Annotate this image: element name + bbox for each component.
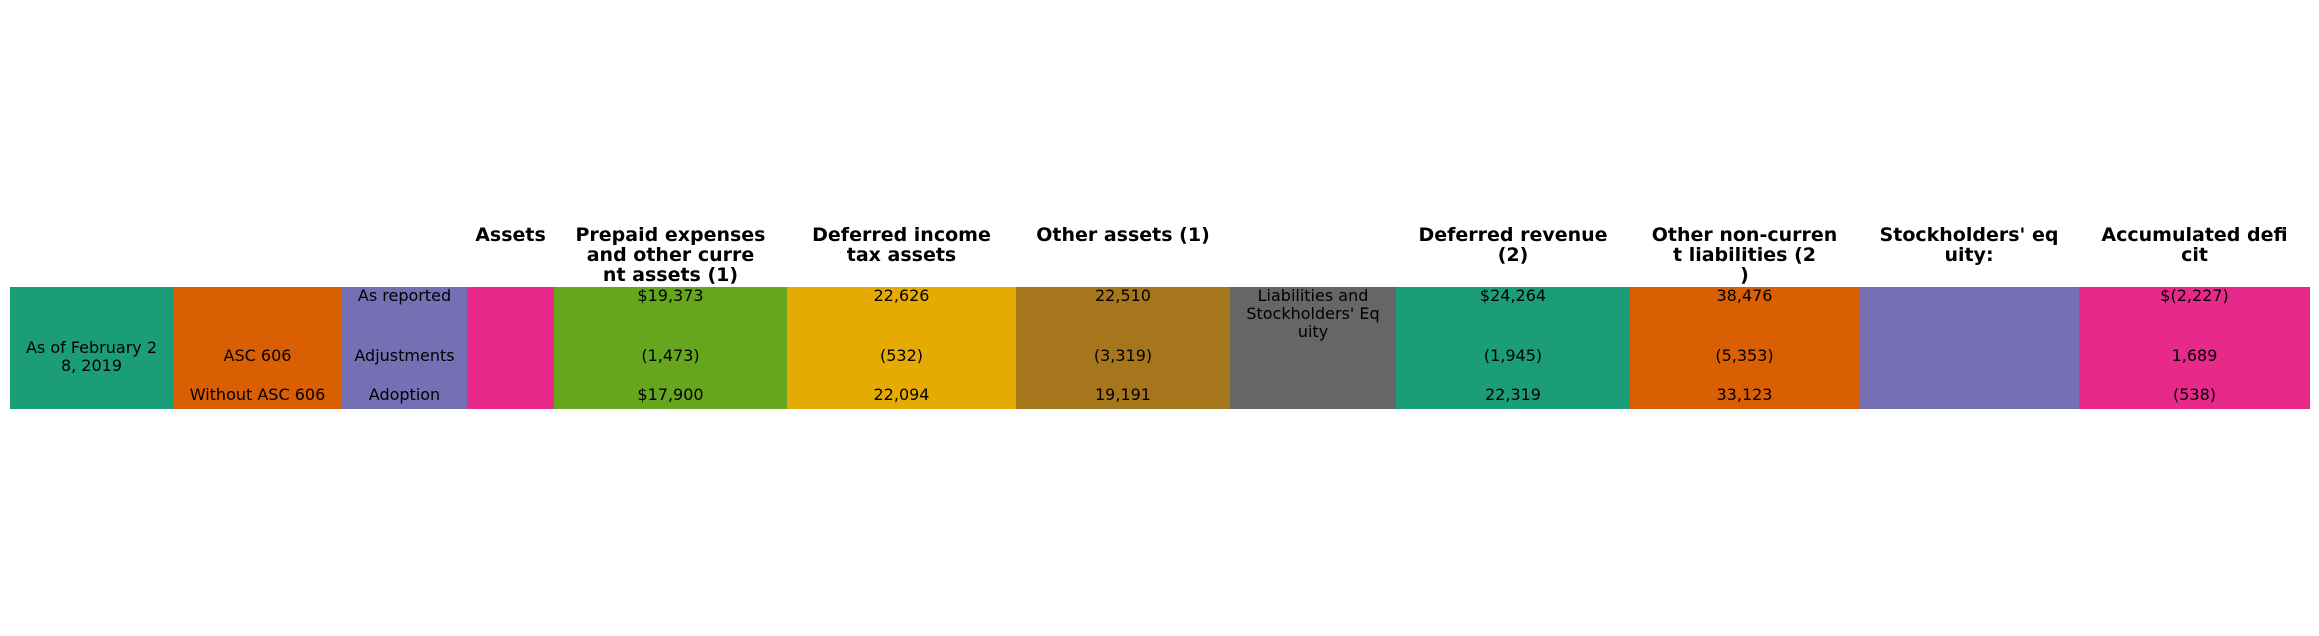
table-cell: (3,319) (1093, 346, 1153, 365)
table-cell: Liabilities and Stockholders' Eq uity (1246, 286, 1380, 341)
column-header: Accumulated defi cit (2101, 224, 2288, 266)
table-column (1396, 287, 1630, 409)
table-column (1016, 287, 1230, 409)
table-column (1630, 287, 1859, 409)
table-cell: 22,094 (873, 385, 930, 404)
table-cell: (1,473) (641, 346, 700, 365)
column-header: Deferred income tax assets (812, 224, 991, 266)
table-cell: 22,319 (1485, 385, 1541, 404)
column-header: Other non-curren t liabilities (2 ) (1651, 224, 1838, 286)
table-column (10, 287, 173, 409)
table-cell: ASC 606 (223, 346, 292, 365)
column-header: Stockholders' eq uity: (1879, 224, 2059, 266)
column-header: Deferred revenue (2) (1418, 224, 1608, 266)
column-header: Assets (475, 224, 546, 246)
table-column (554, 287, 787, 409)
table-column (1230, 287, 1396, 409)
table-cell: As reported (357, 286, 452, 305)
table-cell: Adoption (368, 385, 441, 404)
table-column (467, 287, 554, 409)
table-cell: 22,510 (1095, 286, 1151, 305)
table-cell: 19,191 (1095, 385, 1151, 404)
table-cell: Without ASC 606 (189, 385, 326, 404)
table-column (2079, 287, 2310, 409)
column-header: Other assets (1) (1036, 224, 1210, 246)
table-cell: As of February 2 8, 2019 (25, 338, 158, 375)
table-cell: (538) (2172, 385, 2217, 404)
table-column (787, 287, 1016, 409)
table-cell: Adjustments (354, 346, 455, 365)
table-column (173, 287, 342, 409)
table-column (342, 287, 467, 409)
table-cell: (5,353) (1715, 346, 1774, 365)
table-cell: 38,476 (1716, 286, 1773, 305)
table-cell: (1,945) (1483, 346, 1543, 365)
table-cell: 22,626 (873, 286, 930, 305)
table-cell: $19,373 (637, 286, 704, 305)
table-cell: 33,123 (1716, 385, 1773, 404)
table-cell: (532) (879, 346, 924, 365)
table-column (1859, 287, 2079, 409)
table-cell: $(2,227) (2160, 286, 2229, 305)
column-header: Prepaid expenses and other curre nt asse… (575, 224, 766, 286)
table-cell: $24,264 (1479, 286, 1547, 305)
table-cell: 1,689 (2171, 346, 2218, 365)
table-cell: $17,900 (637, 385, 704, 404)
